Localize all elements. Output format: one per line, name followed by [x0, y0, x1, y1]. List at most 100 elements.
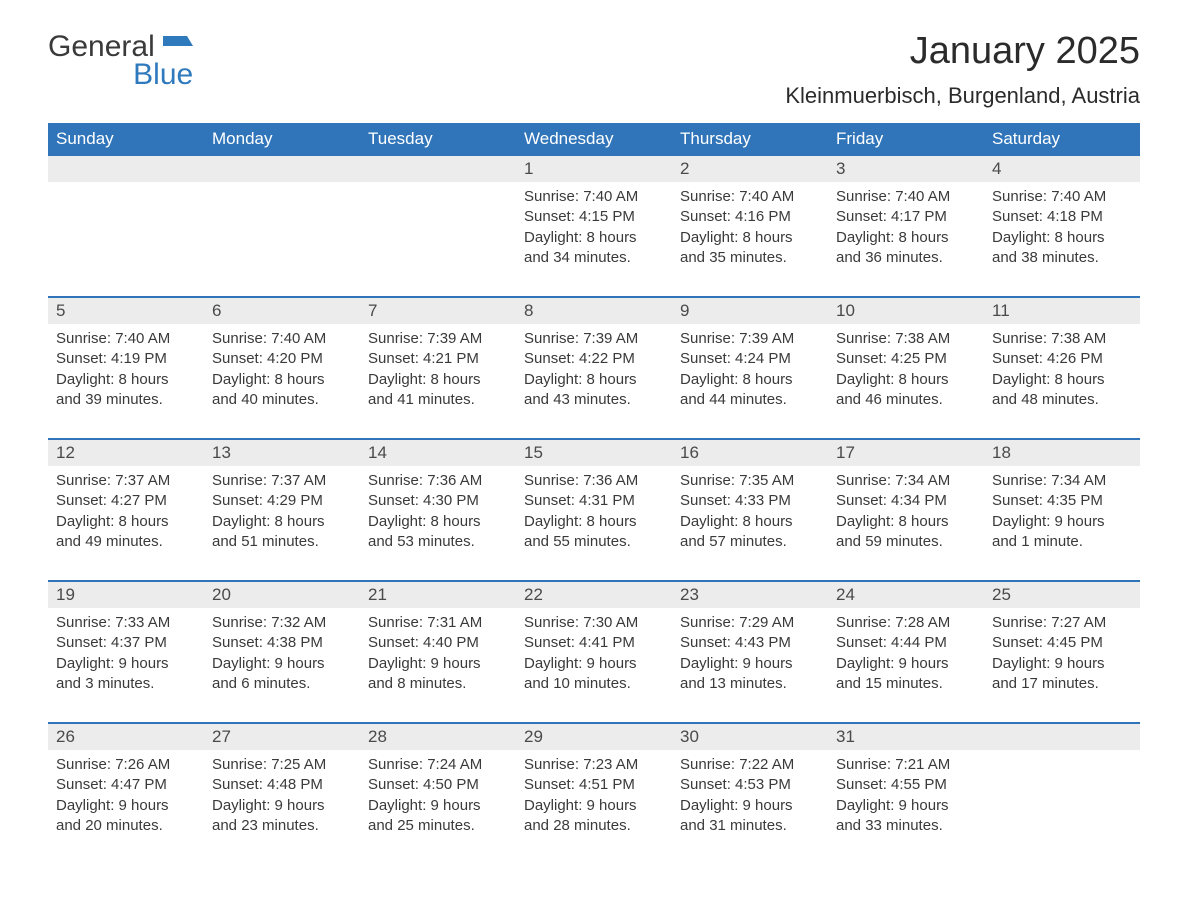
calendar-cell: Sunrise: 7:24 AMSunset: 4:50 PMDaylight:… — [360, 750, 516, 848]
cell-line-day1: Daylight: 8 hours — [524, 512, 664, 532]
cell-line-day1: Daylight: 9 hours — [212, 654, 352, 674]
cell-line-sunrise: Sunrise: 7:34 AM — [992, 471, 1132, 491]
cell-line-day1: Daylight: 9 hours — [836, 654, 976, 674]
cell-line-day1: Daylight: 9 hours — [524, 654, 664, 674]
day-number: 4 — [984, 156, 1140, 182]
cell-line-day1: Daylight: 8 hours — [680, 228, 820, 248]
day-number: 11 — [984, 298, 1140, 324]
day-header-cell: Monday — [204, 123, 360, 156]
calendar-cell — [204, 182, 360, 280]
day-number: 18 — [984, 440, 1140, 466]
cell-line-day2: and 25 minutes. — [368, 816, 508, 836]
cell-line-day1: Daylight: 8 hours — [368, 370, 508, 390]
cell-line-day1: Daylight: 9 hours — [680, 654, 820, 674]
cell-line-day1: Daylight: 9 hours — [836, 796, 976, 816]
calendar-cell — [984, 750, 1140, 848]
cell-line-day1: Daylight: 8 hours — [368, 512, 508, 532]
day-number: 10 — [828, 298, 984, 324]
cell-line-sunrise: Sunrise: 7:37 AM — [56, 471, 196, 491]
cell-line-sunrise: Sunrise: 7:28 AM — [836, 613, 976, 633]
cell-line-sunrise: Sunrise: 7:36 AM — [524, 471, 664, 491]
cell-line-day1: Daylight: 9 hours — [56, 654, 196, 674]
cell-line-sunrise: Sunrise: 7:25 AM — [212, 755, 352, 775]
calendar-cell: Sunrise: 7:28 AMSunset: 4:44 PMDaylight:… — [828, 608, 984, 706]
day-number — [204, 156, 360, 182]
calendar-cell — [360, 182, 516, 280]
calendar-cell: Sunrise: 7:35 AMSunset: 4:33 PMDaylight:… — [672, 466, 828, 564]
cell-line-day1: Daylight: 8 hours — [524, 370, 664, 390]
cell-line-day1: Daylight: 9 hours — [368, 654, 508, 674]
cell-line-sunset: Sunset: 4:33 PM — [680, 491, 820, 511]
cell-line-day1: Daylight: 8 hours — [212, 512, 352, 532]
cell-line-sunset: Sunset: 4:18 PM — [992, 207, 1132, 227]
cell-line-sunset: Sunset: 4:43 PM — [680, 633, 820, 653]
cell-line-day1: Daylight: 8 hours — [524, 228, 664, 248]
calendar-cell: Sunrise: 7:31 AMSunset: 4:40 PMDaylight:… — [360, 608, 516, 706]
calendar-cell: Sunrise: 7:23 AMSunset: 4:51 PMDaylight:… — [516, 750, 672, 848]
calendar-cell: Sunrise: 7:32 AMSunset: 4:38 PMDaylight:… — [204, 608, 360, 706]
calendar-cell: Sunrise: 7:40 AMSunset: 4:17 PMDaylight:… — [828, 182, 984, 280]
calendar-cell: Sunrise: 7:36 AMSunset: 4:31 PMDaylight:… — [516, 466, 672, 564]
calendar-cell: Sunrise: 7:40 AMSunset: 4:18 PMDaylight:… — [984, 182, 1140, 280]
logo-text-blue: Blue — [48, 59, 193, 91]
cell-line-day2: and 17 minutes. — [992, 674, 1132, 694]
calendar-cell: Sunrise: 7:37 AMSunset: 4:27 PMDaylight:… — [48, 466, 204, 564]
cell-line-day1: Daylight: 9 hours — [524, 796, 664, 816]
logo: General Blue — [48, 30, 193, 90]
day-number: 17 — [828, 440, 984, 466]
cell-line-sunset: Sunset: 4:51 PM — [524, 775, 664, 795]
daynum-row: 567891011 — [48, 298, 1140, 324]
cell-line-sunset: Sunset: 4:15 PM — [524, 207, 664, 227]
day-header-cell: Sunday — [48, 123, 204, 156]
day-number: 20 — [204, 582, 360, 608]
cell-line-sunrise: Sunrise: 7:40 AM — [524, 187, 664, 207]
calendar-cell: Sunrise: 7:40 AMSunset: 4:20 PMDaylight:… — [204, 324, 360, 422]
cell-line-sunrise: Sunrise: 7:39 AM — [368, 329, 508, 349]
cell-line-day1: Daylight: 9 hours — [992, 512, 1132, 532]
daynum-row: 1234 — [48, 156, 1140, 182]
day-number: 29 — [516, 724, 672, 750]
cell-line-day2: and 46 minutes. — [836, 390, 976, 410]
cell-line-sunset: Sunset: 4:16 PM — [680, 207, 820, 227]
cell-line-sunrise: Sunrise: 7:30 AM — [524, 613, 664, 633]
day-number: 13 — [204, 440, 360, 466]
cell-line-sunrise: Sunrise: 7:23 AM — [524, 755, 664, 775]
cell-line-sunset: Sunset: 4:30 PM — [368, 491, 508, 511]
calendar-cell: Sunrise: 7:22 AMSunset: 4:53 PMDaylight:… — [672, 750, 828, 848]
calendar-cell: Sunrise: 7:25 AMSunset: 4:48 PMDaylight:… — [204, 750, 360, 848]
day-number: 14 — [360, 440, 516, 466]
cell-line-day2: and 13 minutes. — [680, 674, 820, 694]
cell-line-day2: and 8 minutes. — [368, 674, 508, 694]
cell-line-sunset: Sunset: 4:34 PM — [836, 491, 976, 511]
cell-line-day1: Daylight: 8 hours — [56, 512, 196, 532]
day-number: 15 — [516, 440, 672, 466]
page-title: January 2025 — [785, 30, 1140, 73]
cell-line-day2: and 44 minutes. — [680, 390, 820, 410]
cell-line-sunset: Sunset: 4:41 PM — [524, 633, 664, 653]
cell-line-day2: and 33 minutes. — [836, 816, 976, 836]
day-number: 7 — [360, 298, 516, 324]
cell-line-sunrise: Sunrise: 7:31 AM — [368, 613, 508, 633]
cell-line-day1: Daylight: 8 hours — [56, 370, 196, 390]
calendar-cell: Sunrise: 7:39 AMSunset: 4:24 PMDaylight:… — [672, 324, 828, 422]
cell-line-sunrise: Sunrise: 7:37 AM — [212, 471, 352, 491]
day-number: 1 — [516, 156, 672, 182]
cell-line-sunset: Sunset: 4:17 PM — [836, 207, 976, 227]
cell-line-day2: and 6 minutes. — [212, 674, 352, 694]
cell-line-day2: and 34 minutes. — [524, 248, 664, 268]
day-number: 25 — [984, 582, 1140, 608]
cell-line-day2: and 57 minutes. — [680, 532, 820, 552]
day-header-row: SundayMondayTuesdayWednesdayThursdayFrid… — [48, 123, 1140, 156]
day-number: 30 — [672, 724, 828, 750]
cell-line-sunrise: Sunrise: 7:32 AM — [212, 613, 352, 633]
cell-line-sunset: Sunset: 4:48 PM — [212, 775, 352, 795]
calendar-cell: Sunrise: 7:27 AMSunset: 4:45 PMDaylight:… — [984, 608, 1140, 706]
calendar-cell: Sunrise: 7:29 AMSunset: 4:43 PMDaylight:… — [672, 608, 828, 706]
cell-line-sunrise: Sunrise: 7:38 AM — [836, 329, 976, 349]
day-number: 19 — [48, 582, 204, 608]
cell-line-day2: and 36 minutes. — [836, 248, 976, 268]
cell-line-sunset: Sunset: 4:53 PM — [680, 775, 820, 795]
day-number — [984, 724, 1140, 750]
cell-line-day1: Daylight: 9 hours — [56, 796, 196, 816]
cell-line-day1: Daylight: 9 hours — [368, 796, 508, 816]
